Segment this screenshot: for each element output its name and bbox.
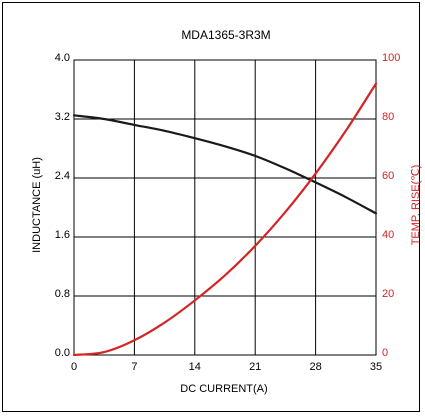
y-tick-label: 0.0 [55,347,70,359]
temp-rise-line [72,82,378,357]
x-axis-ticks: 0 7 14 21 28 35 [71,361,382,373]
x-tick-label: 7 [131,361,137,373]
y2-tick-label: 40 [382,229,394,241]
chart-title: MDA1365-3R3M [181,28,270,42]
y-axis-label: INDUCTANCE (uH) [31,157,43,253]
x-tick-label: 28 [309,361,321,373]
y-tick-label: 0.8 [55,288,70,300]
x-tick-label: 35 [370,361,382,373]
y-tick-label: 3.2 [55,111,70,123]
grid [73,59,377,356]
y-tick-label: 1.6 [55,229,70,241]
y2-tick-label: 0 [382,347,388,359]
y-tick-label: 4.0 [55,52,70,64]
y2-axis-label: TEMP. RISE(℃) [410,165,422,246]
chart-frame [2,2,420,412]
y2-tick-label: 100 [382,52,400,64]
y-axis-ticks: 0.0 0.8 1.6 2.4 3.2 4.0 [55,52,70,359]
y2-tick-label: 60 [382,170,394,182]
x-axis-label: DC CURRENT(A) [180,383,267,395]
x-tick-label: 14 [189,361,201,373]
plot-border [73,59,377,356]
x-tick-label: 0 [71,361,77,373]
y2-axis-ticks: 0 20 40 60 80 100 [382,52,400,359]
y2-tick-label: 20 [382,288,394,300]
y-tick-label: 2.4 [55,170,70,182]
x-tick-label: 21 [249,361,261,373]
y2-tick-label: 80 [382,111,394,123]
series-group [72,82,378,357]
inductance-line [72,114,378,215]
